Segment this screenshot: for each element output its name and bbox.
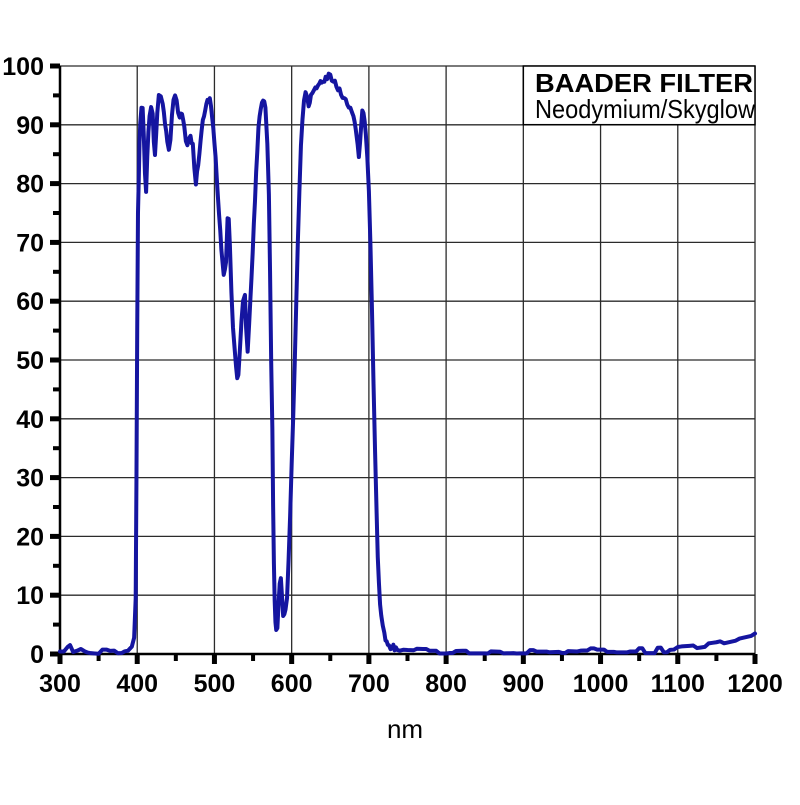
svg-text:80: 80 — [16, 171, 44, 199]
svg-text:60: 60 — [16, 288, 44, 316]
svg-text:900: 900 — [502, 670, 544, 698]
svg-text:1000: 1000 — [573, 670, 629, 698]
svg-text:600: 600 — [271, 670, 313, 698]
svg-text:0: 0 — [30, 641, 44, 669]
svg-text:nm: nm — [387, 714, 423, 744]
svg-text:20: 20 — [16, 523, 44, 551]
svg-text:800: 800 — [425, 670, 467, 698]
svg-text:50: 50 — [16, 347, 44, 375]
svg-text:500: 500 — [194, 670, 236, 698]
svg-text:90: 90 — [16, 112, 44, 140]
svg-text:400: 400 — [116, 670, 158, 698]
svg-text:1100: 1100 — [651, 670, 705, 698]
svg-text:100: 100 — [2, 53, 44, 81]
svg-text:30: 30 — [16, 465, 44, 493]
svg-text:Neodymium/Skyglow: Neodymium/Skyglow — [535, 94, 755, 124]
svg-text:1200: 1200 — [727, 670, 783, 698]
svg-text:300: 300 — [39, 670, 81, 698]
svg-text:10: 10 — [16, 582, 44, 610]
svg-text:70: 70 — [16, 229, 44, 257]
svg-text:40: 40 — [16, 406, 44, 434]
svg-text:700: 700 — [348, 670, 390, 698]
